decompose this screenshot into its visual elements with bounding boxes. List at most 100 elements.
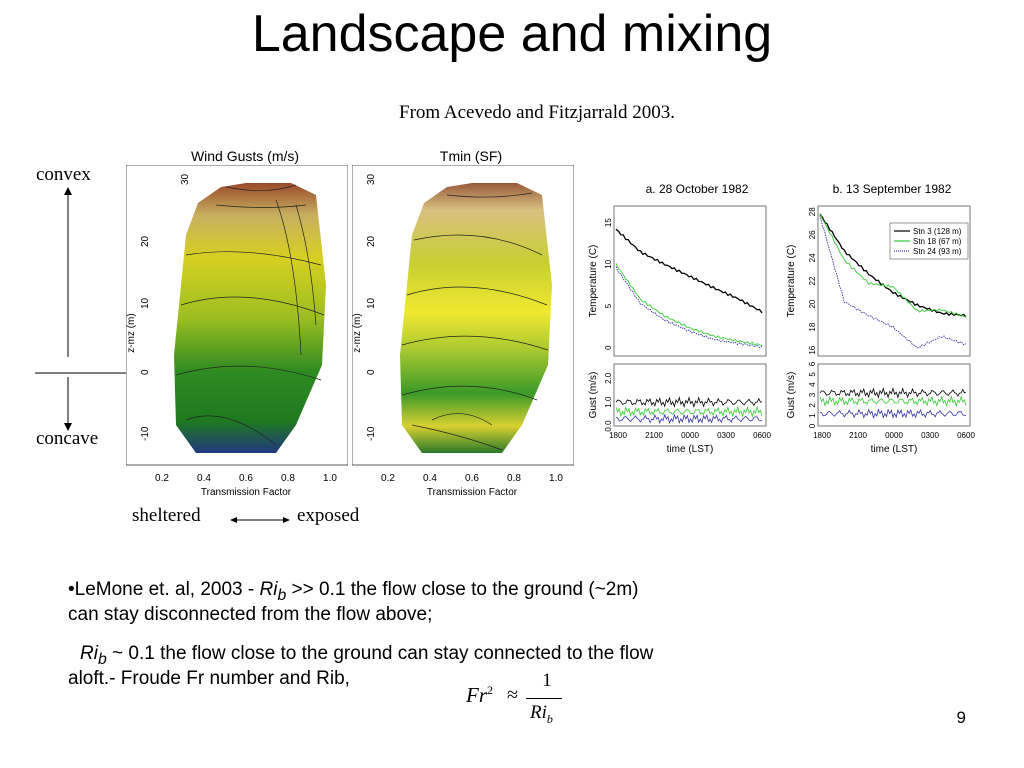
- formula-numerator: 1: [542, 670, 552, 691]
- chart-b-top-ylabel: Temperature (C): [786, 245, 797, 318]
- chart-b-top-ytick: 18: [808, 322, 817, 331]
- chart-b-xtick: 0300: [921, 431, 939, 440]
- xtick: 0.4: [197, 473, 211, 484]
- bullet-suffix: ~ 0.1 the flow close to the ground can s…: [106, 643, 654, 664]
- ylabel: z-mz (m): [126, 313, 137, 352]
- chart-a: Temperature (C) Gust (m/s) 15 10 5 0 0.0 1.0…: [588, 205, 771, 455]
- chart-b: Temperature (C) Gust (m/s) 2826242220181…: [786, 205, 975, 455]
- ytick: -10: [140, 426, 151, 441]
- chart-a-temp-line: [615, 263, 763, 347]
- ytick: 20: [140, 235, 151, 247]
- ylabel: z-mz (m): [352, 313, 363, 352]
- chart-b-temp-line: [819, 212, 967, 318]
- bullet-prefix: •LeMone et. al, 2003 -: [68, 579, 260, 600]
- ytick: -10: [366, 426, 377, 441]
- chart-a-xtick: 1800: [609, 431, 627, 440]
- chart-a-top-ytick: 15: [604, 218, 613, 227]
- chart-b-temp-line: [819, 215, 967, 349]
- xlabel: Transmission Factor: [427, 487, 518, 498]
- ri-symbol: Ri: [80, 643, 98, 664]
- wind-gusts-contour-plot: 30 20 10 0 -10 z-mz (m) 0.2 0.4 0.6 0.8 …: [126, 165, 348, 498]
- ri-symbol: Ri: [530, 702, 547, 723]
- chart-b-top-ytick: 20: [808, 299, 817, 308]
- chart-b-gust-frame: [817, 363, 971, 427]
- chart-b-gust-line: [819, 395, 967, 408]
- chart-b-top-ytick: 26: [808, 230, 817, 239]
- ytick: 0: [366, 369, 377, 375]
- bullet-suffix: >> 0.1 the flow close to the ground (~2m…: [286, 579, 639, 600]
- xtick: 0.8: [507, 473, 521, 484]
- legend-item: Stn 18 (67 m): [913, 237, 962, 246]
- page-number: 9: [956, 708, 966, 727]
- bullet-line-4: aloft.- Froude Fr number and Rib,: [68, 668, 350, 689]
- chart-a-temp-line: [615, 266, 763, 349]
- chart-a-temp-frame: [613, 205, 767, 357]
- slide-title: Landscape and mixing: [251, 5, 773, 63]
- chart-b-xtick: 0600: [957, 431, 975, 440]
- ytick: 0: [140, 369, 151, 375]
- ri-symbol: Ri: [259, 579, 278, 600]
- fraction-bar: [526, 698, 562, 699]
- chart-b-bottom-ytick: 0: [808, 423, 817, 428]
- xtick: 0.4: [423, 473, 437, 484]
- chart-b-xlabel: time (LST): [871, 444, 918, 455]
- chart-a-temp-line: [615, 228, 763, 314]
- ri-subscript: b: [546, 711, 553, 726]
- ytick: 10: [140, 297, 151, 309]
- chart-a-gust-line: [615, 405, 763, 418]
- chart-a-xtick: 0300: [717, 431, 735, 440]
- chart-b-top-ytick: 16: [808, 345, 817, 354]
- chart-a-top-ytick: 5: [604, 303, 613, 308]
- ri-subscript: b: [277, 586, 287, 604]
- bullet-line-1: •LeMone et. al, 2003 - Rib >> 0.1 the fl…: [68, 578, 639, 608]
- ytick: 30: [180, 173, 191, 185]
- chart-a-top-ytick: 0: [604, 345, 613, 350]
- chart-b-gust-line: [819, 408, 967, 419]
- ytick: 20: [366, 235, 377, 247]
- chart-a-gust-line: [615, 413, 763, 425]
- chart-a-gust-line: [615, 396, 763, 409]
- ytick: 10: [366, 297, 377, 309]
- bullet-line-3: Rib ~ 0.1 the flow close to the ground c…: [80, 642, 653, 672]
- ytick: 30: [366, 173, 377, 185]
- chart-b-gust-line: [819, 386, 967, 399]
- concave-label: concave: [36, 428, 99, 449]
- convex-label: convex: [36, 164, 91, 185]
- chart-b-bottom-ytick: 1: [808, 413, 817, 418]
- xlabel: Transmission Factor: [201, 487, 292, 498]
- chart-a-gust-frame: [613, 363, 767, 427]
- chart-a-xtick: 2100: [645, 431, 663, 440]
- chart-b-bottom-ytick: 4: [808, 382, 817, 387]
- formula-approx: ≈: [507, 684, 518, 706]
- formula-fr: Fr2: [466, 683, 493, 708]
- chart-b-xtick: 1800: [813, 431, 831, 440]
- xtick: 1.0: [549, 473, 563, 484]
- chart-b-bottom-ytick: 5: [808, 372, 817, 377]
- formula-denominator: Rib: [530, 702, 553, 727]
- chart-b-top-ytick: 22: [808, 276, 817, 285]
- fr-symbol: Fr: [466, 683, 487, 707]
- chart-b-bottom-ytick: 3: [808, 392, 817, 397]
- chart-a-xtick: 0600: [753, 431, 771, 440]
- chart-b-temp-frame: [817, 205, 971, 357]
- chart-b-xtick: 2100: [849, 431, 867, 440]
- chart-b-legend: Stn 3 (128 m) Stn 18 (67 m) Stn 24 (93 m…: [889, 222, 969, 260]
- chart-a-top-ytick: 10: [604, 259, 613, 268]
- chart-a-top-ylabel: Temperature (C): [588, 245, 599, 318]
- chart-b-bottom-ytick: 6: [808, 361, 817, 366]
- xtick: 1.0: [323, 473, 337, 484]
- chart-b-top-ytick: 24: [808, 253, 817, 262]
- xtick: 0.2: [155, 473, 169, 484]
- xtick: 0.6: [465, 473, 479, 484]
- legend-item: Stn 3 (128 m): [913, 227, 962, 236]
- chart-a-bottom-ylabel: Gust (m/s): [588, 372, 599, 419]
- chart-b-xtick: 0000: [885, 431, 903, 440]
- convex-concave-arrow: [35, 187, 135, 431]
- panel-title-wind-gusts: Wind Gusts (m/s): [190, 148, 300, 164]
- chart-a-bottom-ytick: 2.0: [604, 372, 613, 384]
- chart-b-temp-line: [819, 213, 967, 318]
- chart-a-xlabel: time (LST): [667, 444, 714, 455]
- ri-subscript: b: [97, 650, 107, 668]
- chart-b-top-ytick: 28: [808, 207, 817, 216]
- citation: From Acevedo and Fitzjarrald 2003.: [399, 102, 675, 123]
